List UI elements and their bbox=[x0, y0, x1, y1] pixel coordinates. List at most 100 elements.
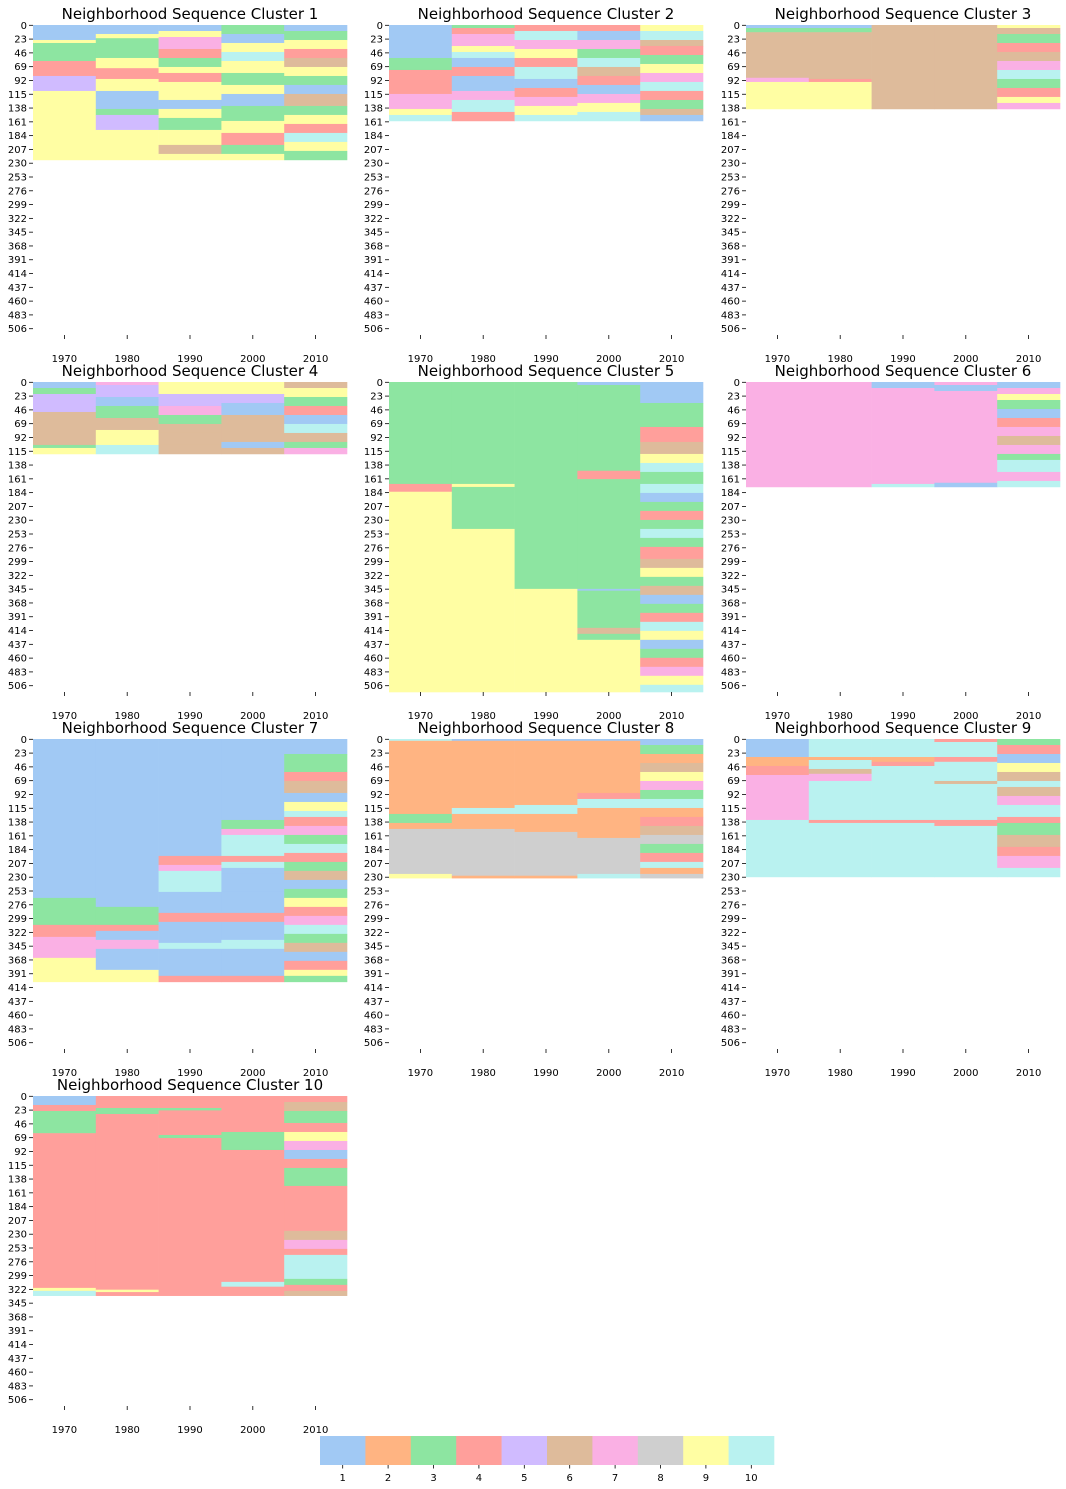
x-tick-label: 1990 bbox=[177, 1425, 202, 1436]
heatmap-cell bbox=[284, 810, 348, 818]
heatmap-cell bbox=[997, 780, 1061, 788]
heatmap-cell bbox=[997, 855, 1061, 869]
y-tick-label: 184 bbox=[721, 845, 740, 856]
y-tick-label: 414 bbox=[8, 983, 27, 994]
heatmap-cell bbox=[997, 753, 1061, 764]
heatmap-cell bbox=[808, 756, 872, 761]
y-tick-label: 368 bbox=[721, 598, 740, 609]
heatmap-cell bbox=[221, 93, 285, 107]
heatmap-cell bbox=[997, 408, 1061, 419]
heatmap-cell bbox=[451, 66, 515, 77]
heatmap-cell bbox=[934, 825, 998, 878]
y-tick-label: 253 bbox=[364, 887, 383, 898]
heatmap-cell bbox=[640, 753, 704, 764]
colorbar-swatch bbox=[410, 1436, 457, 1465]
heatmap-cell bbox=[640, 666, 704, 677]
heatmap-panel-6: Neighborhood Sequence Cluster 6 0 23 46 69 92… bbox=[721, 362, 1061, 722]
heatmap-cell bbox=[577, 627, 641, 635]
y-tick-label: 115 bbox=[721, 447, 740, 458]
heatmap-cell bbox=[33, 1110, 97, 1134]
y-tick-label: 23 bbox=[14, 1106, 27, 1117]
y-tick-label: 207 bbox=[8, 145, 27, 156]
y-tick-label: 253 bbox=[721, 887, 740, 898]
x-tick-label: 1990 bbox=[533, 354, 558, 365]
heatmap-cell bbox=[997, 69, 1061, 80]
y-tick-label: 69 bbox=[14, 419, 27, 430]
heatmap-cell bbox=[389, 813, 453, 824]
heatmap-cell bbox=[95, 1292, 159, 1296]
y-tick-label: 207 bbox=[721, 145, 740, 156]
heatmap-cell bbox=[284, 123, 348, 134]
y-tick-label: 345 bbox=[721, 585, 740, 596]
heatmap-cell bbox=[746, 765, 810, 776]
heatmap-cell bbox=[577, 111, 641, 122]
y-tick-label: 184 bbox=[364, 131, 383, 142]
heatmap-cell bbox=[514, 739, 578, 742]
y-tick-label: 506 bbox=[364, 681, 383, 692]
x-tick-label: 1970 bbox=[765, 354, 790, 365]
heatmap-cell bbox=[221, 1149, 285, 1283]
heatmap-cell bbox=[284, 432, 348, 443]
y-tick-label: 437 bbox=[364, 997, 383, 1008]
heatmap-cell bbox=[577, 385, 641, 472]
heatmap-cell bbox=[95, 385, 159, 398]
heatmap-cell bbox=[284, 792, 348, 803]
y-tick-label: 322 bbox=[364, 214, 383, 225]
heatmap-cell bbox=[451, 875, 515, 879]
heatmap-cell bbox=[284, 897, 348, 908]
heatmap-cell bbox=[997, 417, 1061, 428]
heatmap-cell bbox=[158, 423, 222, 434]
heatmap-cell bbox=[640, 546, 704, 560]
heatmap-cell bbox=[158, 1107, 222, 1111]
y-tick-label: 368 bbox=[364, 241, 383, 252]
heatmap-cell bbox=[284, 114, 348, 125]
y-tick-label: 161 bbox=[721, 831, 740, 842]
heatmap-cell bbox=[640, 825, 704, 836]
y-tick-label: 184 bbox=[8, 131, 27, 142]
y-tick-label: 92 bbox=[727, 790, 740, 801]
heatmap-cell bbox=[640, 745, 704, 755]
heatmap-cell bbox=[577, 837, 641, 875]
y-tick-label: 161 bbox=[364, 474, 383, 485]
y-tick-label: 207 bbox=[8, 859, 27, 870]
y-tick-label: 506 bbox=[364, 1038, 383, 1049]
y-tick-label: 69 bbox=[14, 776, 27, 787]
heatmap-cell bbox=[514, 382, 578, 590]
heatmap-cell bbox=[997, 42, 1061, 53]
heatmap-cell bbox=[451, 51, 515, 59]
y-tick-label: 138 bbox=[8, 104, 27, 115]
heatmap-cell bbox=[221, 873, 285, 893]
heatmap-cell bbox=[808, 739, 872, 758]
heatmap-cell bbox=[221, 33, 285, 44]
y-tick-label: 23 bbox=[14, 749, 27, 760]
y-tick-label: 368 bbox=[8, 241, 27, 252]
heatmap-cell bbox=[640, 834, 704, 845]
heatmap-cell bbox=[284, 25, 348, 32]
heatmap-cell bbox=[808, 773, 872, 782]
heatmap-cell bbox=[158, 117, 222, 131]
heatmap-cell bbox=[871, 388, 935, 485]
heatmap-cell bbox=[389, 93, 453, 110]
y-tick-label: 92 bbox=[14, 76, 27, 87]
x-tick-label: 1990 bbox=[533, 711, 558, 722]
heatmap-cell bbox=[451, 57, 515, 68]
heatmap-cell bbox=[33, 936, 97, 944]
heatmap-cell bbox=[640, 630, 704, 641]
y-tick-label: 345 bbox=[364, 942, 383, 953]
heatmap-cell bbox=[221, 84, 285, 95]
y-tick-label: 46 bbox=[14, 48, 27, 59]
heatmap-cell bbox=[577, 740, 641, 794]
heatmap-cell bbox=[640, 519, 704, 530]
y-tick-label: 506 bbox=[8, 1395, 27, 1406]
y-tick-label: 437 bbox=[721, 997, 740, 1008]
y-tick-label: 207 bbox=[364, 859, 383, 870]
heatmap-cell bbox=[284, 888, 348, 899]
x-tick-label: 1980 bbox=[114, 711, 139, 722]
heatmap-cell bbox=[284, 1254, 348, 1280]
heatmap-cell bbox=[95, 25, 159, 35]
heatmap-cell bbox=[95, 57, 159, 69]
x-tick-label: 1980 bbox=[470, 711, 495, 722]
heatmap-cell bbox=[577, 792, 641, 800]
y-tick-label: 299 bbox=[721, 557, 740, 568]
y-tick-label: 230 bbox=[721, 516, 740, 527]
